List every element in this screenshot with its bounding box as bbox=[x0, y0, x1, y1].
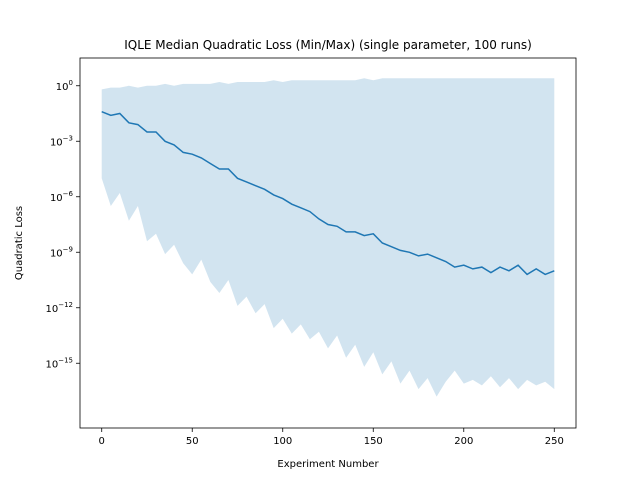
x-axis-ticks: 0 50 100 150 200 250 bbox=[99, 428, 564, 447]
y-tick-label: 10−15 bbox=[45, 356, 73, 370]
y-axis-ticks: 100 10−3 10−6 10−9 10−12 10−15 bbox=[45, 79, 80, 370]
y-tick-label: 10−12 bbox=[45, 301, 73, 315]
chart-title: IQLE Median Quadratic Loss (Min/Max) (si… bbox=[124, 38, 532, 52]
x-tick-label: 250 bbox=[545, 436, 564, 447]
x-axis-title: Experiment Number bbox=[277, 459, 379, 470]
plot-area bbox=[101, 78, 555, 397]
min-max-band bbox=[101, 78, 555, 397]
axes-frame bbox=[79, 57, 577, 429]
x-tick-label: 50 bbox=[186, 436, 199, 447]
x-tick-label: 200 bbox=[454, 436, 473, 447]
x-tick-label: 0 bbox=[99, 436, 105, 447]
y-axis-title: Quadratic Loss bbox=[14, 206, 25, 280]
median-line bbox=[101, 111, 555, 276]
y-tick-label: 10−6 bbox=[50, 190, 74, 204]
x-tick-label: 100 bbox=[273, 436, 292, 447]
y-tick-label: 100 bbox=[56, 79, 73, 93]
y-tick-label: 10−3 bbox=[50, 134, 73, 148]
x-tick-label: 150 bbox=[364, 436, 383, 447]
y-tick-label: 10−9 bbox=[50, 245, 73, 259]
